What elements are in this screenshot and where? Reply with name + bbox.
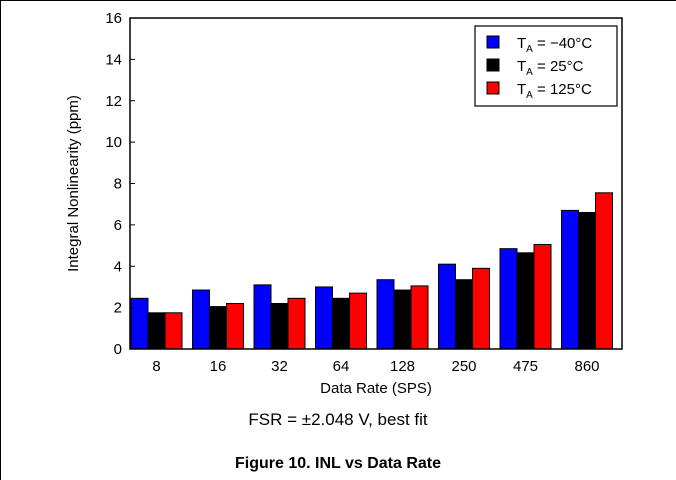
page-frame-left	[0, 0, 1, 480]
bars-group	[130, 192, 613, 350]
bar-64-series-0	[315, 286, 333, 350]
bar-8-series-2	[164, 312, 183, 350]
legend-swatch-0	[486, 35, 500, 49]
bar-128-series-1	[393, 289, 412, 350]
bar-250-series-0	[438, 263, 456, 350]
page-frame-top	[0, 0, 676, 1]
bar-250-series-1	[455, 279, 473, 350]
legend-label-2: TA = 125°C	[517, 81, 592, 101]
x-tick-label-475: 475	[513, 358, 538, 375]
bar-250-series-2	[472, 267, 490, 350]
bar-475-series-1	[516, 252, 535, 350]
x-tick-label-250: 250	[451, 358, 476, 375]
x-tick-label-8: 8	[152, 358, 160, 375]
y-tick-label-14: 14	[105, 51, 122, 68]
bar-32-series-2	[287, 297, 306, 350]
figure-caption: Figure 10. INL vs Data Rate	[235, 455, 441, 472]
x-axis-label: Data Rate (SPS)	[320, 380, 432, 397]
bar-128-series-0	[376, 279, 395, 350]
bar-8-series-0	[130, 297, 149, 350]
bar-16-series-1	[209, 306, 227, 350]
bar-8-series-1	[147, 312, 166, 350]
y-tick-label-4: 4	[114, 258, 122, 275]
legend: TA = −40°C TA = 25°C TA = 125°C	[474, 25, 618, 107]
x-tick-label-16: 16	[210, 358, 227, 375]
test-conditions: FSR = ±2.048 V, best fit	[248, 410, 428, 429]
legend-swatch-2	[486, 81, 500, 95]
y-tick-label-12: 12	[105, 93, 122, 110]
y-tick-label-0: 0	[114, 341, 122, 358]
bar-860-series-0	[561, 209, 579, 350]
legend-swatch-1	[486, 58, 500, 72]
bar-16-series-2	[226, 302, 244, 350]
bar-64-series-1	[332, 297, 350, 350]
bar-860-series-1	[578, 211, 596, 350]
y-tick-label-10: 10	[105, 134, 122, 151]
bar-475-series-0	[499, 248, 518, 350]
y-tick-label-2: 2	[114, 300, 122, 317]
legend-label-0: TA = −40°C	[517, 35, 592, 55]
y-tick-label-6: 6	[114, 217, 122, 234]
bar-16-series-0	[192, 289, 210, 350]
x-tick-label-860: 860	[574, 358, 599, 375]
x-tick-label-128: 128	[390, 358, 415, 375]
legend-label-1: TA = 25°C	[517, 58, 584, 78]
axes-group: 8 16 32 64 128 250 475 860 0 2 4 6 8 10 12 14 16 Data Rat…	[65, 10, 623, 397]
x-tick-label-32: 32	[271, 358, 288, 375]
inl-bar-chart: 8 16 32 64 128 250 475 860 0 2 4 6 8 10 12 14 16 Data Rat…	[65, 10, 623, 397]
x-tick-label-64: 64	[333, 358, 350, 375]
bar-32-series-0	[253, 284, 272, 350]
bar-860-series-2	[595, 192, 613, 350]
bar-128-series-2	[410, 285, 429, 350]
bar-475-series-2	[533, 244, 552, 350]
bar-64-series-2	[349, 292, 367, 350]
y-tick-label-16: 16	[105, 10, 122, 27]
bar-32-series-1	[270, 302, 289, 350]
y-tick-label-8: 8	[114, 176, 122, 193]
y-axis-label: Integral Nonlinearity (ppm)	[65, 95, 82, 272]
